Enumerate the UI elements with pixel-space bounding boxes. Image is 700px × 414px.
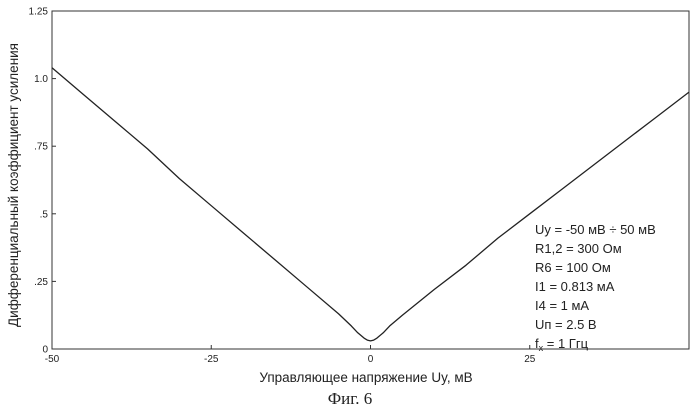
y-tick-label: .75	[34, 142, 48, 153]
chart: 0 .25 .5 .75 1.0 1.25 -50 -25 0 25 Дифференциаль…	[0, 0, 700, 385]
x-tick-label: 25	[524, 354, 536, 365]
series-layer	[52, 68, 689, 341]
annotation-r6: R6 = 100 Ом	[535, 260, 611, 275]
y-tick-label: .25	[34, 277, 48, 288]
x-tick-label: 0	[368, 354, 374, 365]
x-tick-label: -50	[45, 354, 60, 365]
series-line	[52, 68, 689, 341]
x-tick-label: -25	[204, 354, 219, 365]
figure-caption: Фиг. 6	[0, 389, 700, 409]
annotation-fx: fx = 1 Ггц	[535, 336, 589, 353]
annotation-up: Uп = 2.5 В	[535, 317, 597, 332]
y-tick-label: 1.0	[34, 74, 48, 85]
annotation-i1: I1 = 0.813 мА	[535, 279, 615, 294]
x-axis-title: Управляющее напряжение Uy, мВ	[259, 370, 472, 385]
x-axis: -50 -25 0 25	[45, 345, 536, 365]
annotation-i4: I4 = 1 мА	[535, 298, 589, 313]
y-tick-label: 1.25	[29, 7, 49, 18]
annotation-r12: R1,2 = 300 Ом	[535, 241, 622, 256]
plot-area-border	[52, 11, 689, 349]
y-axis-title: Дифференциальный коэффициент усиления	[6, 43, 21, 327]
parameter-annotations: Uy = -50 мВ ÷ 50 мВ R1,2 = 300 Ом R6 = 1…	[535, 222, 656, 353]
plot-frame	[52, 11, 689, 349]
annotation-uy-range: Uy = -50 мВ ÷ 50 мВ	[535, 222, 656, 237]
y-tick-label: .5	[40, 209, 49, 220]
